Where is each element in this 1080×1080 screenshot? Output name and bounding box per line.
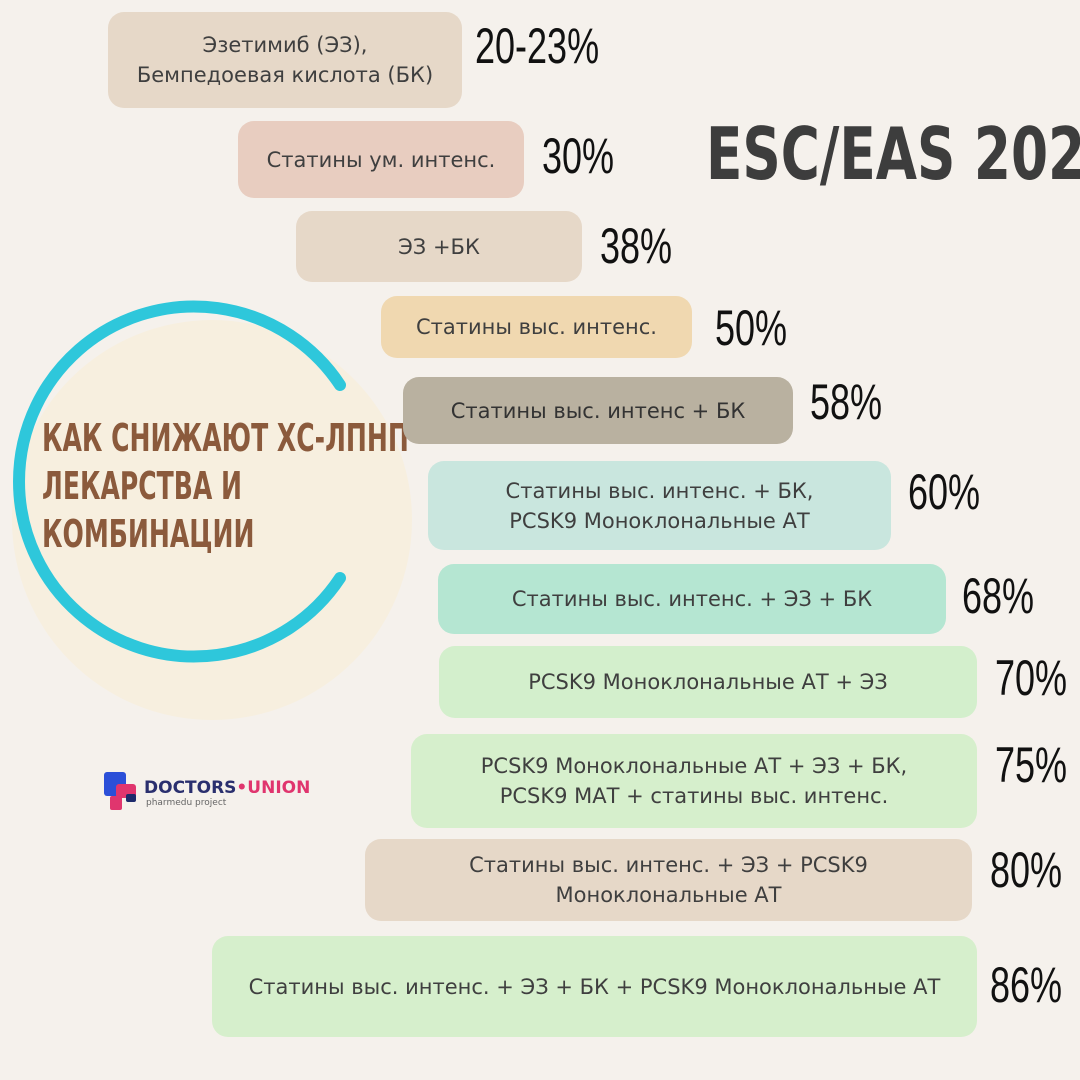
item-value: 80% xyxy=(990,842,1063,898)
item-box: Статины выс. интенс. + ЭЗ + PCSK9 Монокло… xyxy=(365,839,972,921)
item-box: Статины выс. интенс. + БК, PCSK9 Моноклон… xyxy=(428,461,891,550)
item-label: PCSK9 Моноклональные АТ + ЭЗ + БК, xyxy=(480,754,908,778)
logo-icon xyxy=(104,772,136,810)
item-value: 58% xyxy=(810,374,883,430)
item-label: Статины выс. интенс. + ЭЗ + PCSK9 xyxy=(469,853,868,877)
item-label: Статины выс. интенс. + ЭЗ + БК + PCSK9 М… xyxy=(248,974,941,999)
item-label: PCSK9 Моноклональные АТ + ЭЗ xyxy=(528,670,888,694)
item-label: PCSK9 МАТ + статины выс. интенс. xyxy=(499,784,889,808)
item-value: 75% xyxy=(995,737,1068,793)
item-label: Статины ум. интенс. xyxy=(266,147,496,172)
item-box: Статины выс. интенс. + ЭЗ + БК xyxy=(438,564,946,634)
item-label: Эзетимиб (ЭЗ), xyxy=(202,33,368,57)
item-box: Статины выс. интенс + БК xyxy=(403,377,793,444)
item-label: Статины выс. интенс. xyxy=(416,315,657,339)
item-label: Моноклональные АТ xyxy=(555,883,782,907)
logo: DOCTORS•UNION pharmedu project xyxy=(104,770,310,816)
item-box: ЭЗ +БК xyxy=(296,211,582,282)
heading: КАК СНИЖАЮТ ХС-ЛПНП ЛЕКАРСТВА И КОМБИНАЦ… xyxy=(42,414,409,558)
item-label: Статины выс. интенс. + БК, xyxy=(505,478,814,503)
heading-line: ЛЕКАРСТВА И xyxy=(42,464,243,508)
item-box: Эзетимиб (ЭЗ), Бемпедоевая кислота (БК) xyxy=(108,12,462,108)
logo-word: DOCTORS xyxy=(144,778,237,798)
item-label: ЭЗ +БК xyxy=(398,234,480,259)
logo-word: UNION xyxy=(247,778,311,798)
item-label: PCSK9 Моноклональные АТ xyxy=(509,508,810,533)
item-box: PCSK9 Моноклональные АТ + ЭЗ xyxy=(439,646,977,718)
item-value: 70% xyxy=(995,650,1068,706)
bg-circle xyxy=(12,320,412,720)
logo-text: DOCTORS•UNION xyxy=(144,778,310,798)
title: ESC/EAS 2025 xyxy=(706,112,1080,196)
item-box: Статины выс. интенс. + ЭЗ + БК + PCSK9 М… xyxy=(212,936,977,1037)
item-value: 20-23% xyxy=(475,18,600,74)
item-label: Статины выс. интенс. + ЭЗ + БК xyxy=(511,587,873,611)
item-value: 86% xyxy=(990,957,1063,1013)
item-value: 68% xyxy=(962,568,1035,624)
heading-line: КАК СНИЖАЮТ ХС-ЛПНП xyxy=(42,416,409,460)
item-value: 50% xyxy=(715,300,788,356)
item-label: Бемпедоевая кислота (БК) xyxy=(136,63,434,87)
item-label: Статины выс. интенс + БК xyxy=(450,398,746,423)
item-value: 38% xyxy=(600,218,673,274)
item-value: 30% xyxy=(542,128,615,184)
heading-line: КОМБИНАЦИИ xyxy=(42,512,255,556)
ring-arc xyxy=(13,300,346,663)
item-box: Статины выс. интенс. xyxy=(381,296,692,358)
item-value: 60% xyxy=(908,464,981,520)
logo-separator: • xyxy=(236,778,248,798)
item-box: Статины ум. интенс. xyxy=(238,121,524,198)
item-box: PCSK9 Моноклональные АТ + ЭЗ + БК, PCSK9 … xyxy=(411,734,977,828)
logo-tagline: pharmedu project xyxy=(146,798,227,808)
